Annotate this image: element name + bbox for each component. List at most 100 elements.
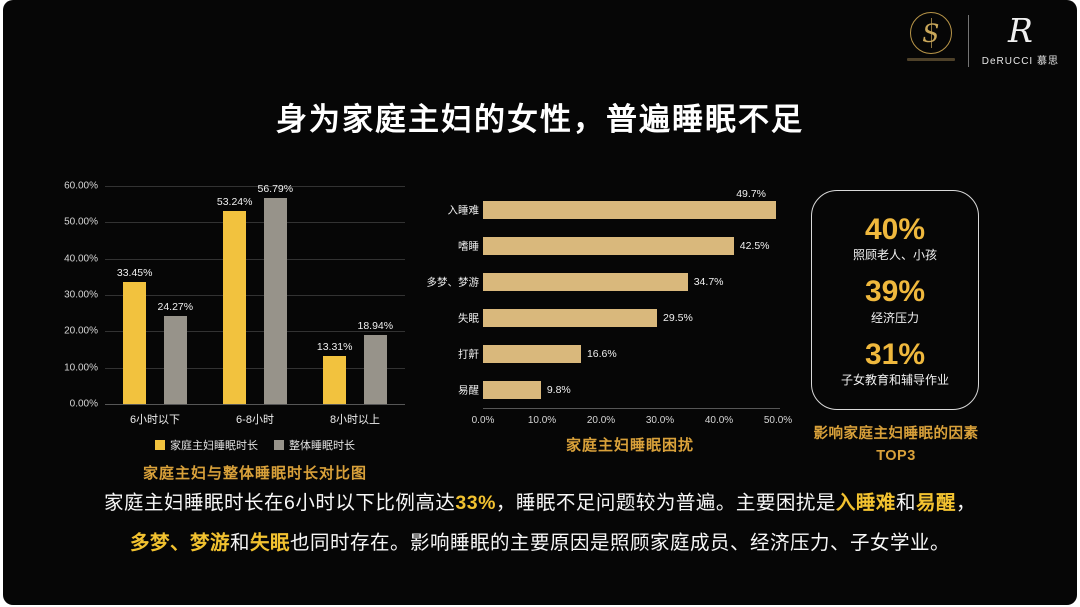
hbar-category-label: 多梦、梦游 xyxy=(426,276,480,289)
hbar-row: 嗜睡 42.5% xyxy=(421,228,801,264)
hbar-category-label: 失眠 xyxy=(458,312,479,325)
factor-value: 39% xyxy=(864,275,926,309)
hbar-row: 入睡难 49.7% xyxy=(421,188,801,228)
x-axis-tick: 50.0% xyxy=(763,415,793,426)
hbar-category-label: 易醒 xyxy=(458,384,479,397)
bar-housewife: 53.24% xyxy=(217,196,253,404)
y-axis-tick: 10.00% xyxy=(64,362,98,374)
hbar xyxy=(483,273,688,291)
legend-label: 家庭主妇睡眠时长 xyxy=(170,440,258,452)
factors-panel: 40% 照顾老人、小孩 39% 经济压力 31% 子女教育和辅导作业 xyxy=(811,190,979,410)
chart-legend: 家庭主妇睡眠时长 整体睡眠时长 xyxy=(105,437,405,453)
legend-item: 家庭主妇睡眠时长 xyxy=(155,437,258,453)
x-category-label: 6小时以下 xyxy=(129,414,181,426)
hbar xyxy=(483,381,541,399)
summary-segment: 家庭主妇睡眠时长在6小时以下比例高达 xyxy=(104,492,456,514)
summary-highlight: 易醒 xyxy=(915,492,956,514)
gridline xyxy=(105,295,405,296)
factor-label: 照顾老人、小孩 xyxy=(852,248,937,263)
bar-group: 53.24% 56.79% xyxy=(205,183,305,404)
factor-label: 子女教育和辅导作业 xyxy=(840,373,949,388)
x-axis-tick: 40.0% xyxy=(704,415,734,426)
sleep-society-caption xyxy=(906,58,955,61)
bar-value-label: 18.94% xyxy=(357,320,394,333)
derucci-monogram-icon: R xyxy=(1007,11,1033,50)
y-axis-tick: 50.00% xyxy=(64,216,98,228)
bar xyxy=(163,315,187,404)
hbar-category-label: 入睡难 xyxy=(447,204,480,217)
hbar-chart-title: 家庭主妇睡眠困扰 xyxy=(565,437,694,454)
x-category-label: 8小时以上 xyxy=(329,414,381,426)
hbar-value-label: 49.7% xyxy=(736,188,766,200)
summary-highlight: 入睡难 xyxy=(835,492,896,514)
derucci-wordmark: DeRUCCI 慕思 xyxy=(981,56,1059,67)
hbar-value-label: 29.5% xyxy=(663,312,693,324)
gridline xyxy=(105,331,405,333)
summary-segment: 和 xyxy=(229,531,250,554)
bar xyxy=(263,197,287,404)
x-axis-tick: 20.0% xyxy=(586,415,616,426)
summary-segment: ， xyxy=(955,492,976,514)
bar-value-label: 24.27% xyxy=(157,300,194,313)
legend-label: 整体睡眠时长 xyxy=(289,440,355,452)
bar-value-label: 53.24% xyxy=(216,195,253,208)
summary-segment: 和 xyxy=(895,492,916,514)
factor-value: 40% xyxy=(864,212,926,246)
hbar-row: 打鼾 16.6% xyxy=(421,336,801,372)
bar-housewife: 33.45% xyxy=(117,267,153,404)
grouped-bar-plot: 60.00% 50.00% 40.00% 30.00% 20.00% 10.00% 0.00… xyxy=(64,181,405,410)
gridline xyxy=(105,186,405,187)
sleep-society-emblem-icon: S xyxy=(909,12,952,54)
hbar-value-label: 9.8% xyxy=(546,384,571,396)
sleep-society-emblem-glyph: S xyxy=(922,18,940,48)
y-axis-tick: 0.00% xyxy=(69,398,98,410)
hbar-row: 易醒 9.8% xyxy=(421,372,801,408)
slide: S R DeRUCCI 慕思 身为家庭主妇的女性，普遍睡眠不足 60.00% 50… xyxy=(3,0,1077,605)
grouped-bar-chart-title: 家庭主妇与整体睡眠时长对比图 xyxy=(142,465,367,482)
header-logos: S R DeRUCCI 慕思 xyxy=(906,11,1059,68)
factor-stat: 31% 子女教育和辅导作业 xyxy=(841,339,949,387)
hbar-category-label: 打鼾 xyxy=(458,348,479,361)
hbar xyxy=(483,201,777,219)
slide-title: 身为家庭主妇的女性，普遍睡眠不足 xyxy=(276,102,804,137)
factor-value: 31% xyxy=(864,337,926,371)
hbar-value-label: 16.6% xyxy=(586,348,617,360)
bar-value-label: 33.45% xyxy=(116,267,153,280)
bar-housewife: 13.31% xyxy=(317,341,353,404)
y-axis-tick: 30.00% xyxy=(64,289,98,301)
logo-divider xyxy=(967,15,969,67)
hbar-row: 失眠 29.5% xyxy=(421,300,801,336)
hbar-chart: 入睡难 49.7% 嗜睡 42.5% 多梦、梦游 34.7% 失眠 29.5% 打鼾 16.6% 易… xyxy=(421,178,801,455)
bar-overall: 24.27% xyxy=(157,300,194,404)
bar-group: 13.31% 18.94% xyxy=(305,320,405,404)
factor-stat: 40% 照顾老人、小孩 xyxy=(853,214,937,262)
factors-caption-line2: TOP3 xyxy=(876,447,916,464)
derucci-logo: R DeRUCCI 慕思 xyxy=(981,11,1059,68)
factors-caption-line1: 影响家庭主妇睡眠的因素 xyxy=(813,426,979,442)
x-axis-line xyxy=(483,408,780,409)
sleep-society-logo: S xyxy=(906,12,955,61)
bar xyxy=(223,210,247,404)
hbar-value-label: 42.5% xyxy=(739,240,770,252)
hbar-category-label: 嗜睡 xyxy=(458,240,479,253)
summary-highlight: 多梦、梦游 xyxy=(129,531,230,554)
x-axis-tick: 30.0% xyxy=(645,415,675,426)
bar xyxy=(323,355,347,404)
legend-item: 整体睡眠时长 xyxy=(274,437,355,453)
hbar-value-label: 34.7% xyxy=(693,276,724,288)
hbar xyxy=(483,345,581,363)
bar-overall: 18.94% xyxy=(357,320,394,404)
hbar-row: 多梦、梦游 34.7% xyxy=(421,264,801,300)
hbar xyxy=(483,309,658,327)
grouped-bar-chart: 60.00% 50.00% 40.00% 30.00% 20.00% 10.00% 0.00… xyxy=(55,176,407,483)
hbar xyxy=(483,237,734,255)
x-category-label: 6-8小时 xyxy=(236,414,274,426)
bar-overall: 56.79% xyxy=(257,182,294,404)
gridline xyxy=(105,367,405,369)
y-axis-tick: 40.00% xyxy=(64,253,98,265)
bar-group: 33.45% 24.27% xyxy=(105,267,205,404)
bar xyxy=(123,282,147,404)
x-axis-tick: 10.0% xyxy=(527,415,557,426)
bar-value-label: 56.79% xyxy=(257,182,294,195)
summary-segment: ，睡眠不足问题较为普遍。主要困扰是 xyxy=(495,492,836,514)
